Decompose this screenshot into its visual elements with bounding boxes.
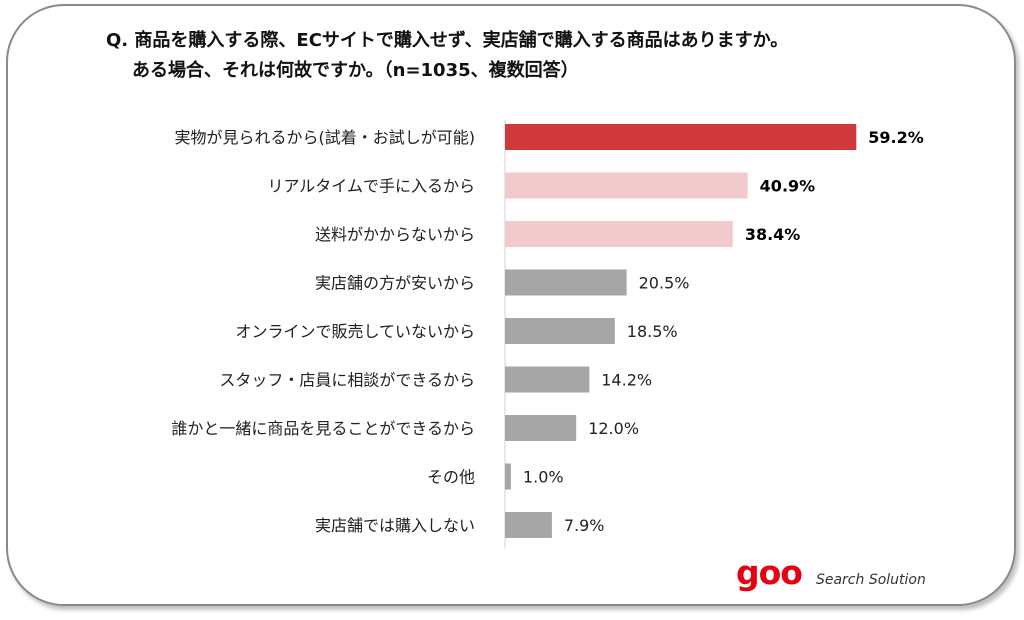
bar	[505, 366, 590, 393]
category-label: 実物が見られるから(試着・お試しが可能)	[175, 128, 476, 147]
logo-mark: goo	[736, 553, 803, 592]
category-label: その他	[427, 468, 475, 487]
category-label: 実店舗では購入しない	[315, 516, 475, 535]
value-label: 1.0%	[523, 468, 564, 487]
chart-title: Q. 商品を購入する際、ECサイトで購入せず、実店舗で購入する商品はありますか。…	[106, 26, 788, 86]
value-label: 7.9%	[564, 516, 605, 535]
bar	[505, 415, 577, 441]
bar	[505, 124, 857, 150]
category-label: スタッフ・店員に相談ができるから	[219, 371, 475, 390]
value-label: 12.0%	[588, 419, 639, 438]
value-label: 18.5%	[627, 322, 678, 341]
value-label: 59.2%	[868, 128, 924, 147]
category-label: リアルタイムで手に入るから	[267, 177, 475, 196]
category-label: 誰かと一緒に商品を見ることができるから	[171, 419, 475, 438]
category-label: オンラインで販売していないから	[235, 322, 475, 341]
bar	[505, 221, 733, 247]
bar	[505, 318, 615, 344]
title-line-1: Q. 商品を購入する際、ECサイトで購入せず、実店舗で購入する商品はありますか。	[106, 30, 789, 51]
category-label: 送料がかからないから	[315, 225, 475, 244]
category-label: 実店舗の方が安いから	[315, 274, 475, 293]
chart-card	[6, 4, 1016, 606]
logo-tagline: Search Solution	[815, 572, 926, 588]
title-line-2: ある場合、それは何故ですか。（n=1035、複数回答）	[132, 60, 579, 81]
value-label: 14.2%	[601, 371, 652, 390]
bar	[505, 463, 511, 490]
value-label: 38.4%	[745, 225, 801, 244]
bar	[505, 172, 748, 199]
bar	[505, 512, 552, 538]
goo-logo: goo Search Solution	[736, 556, 926, 589]
value-label: 20.5%	[639, 274, 690, 293]
value-label: 40.9%	[760, 177, 816, 196]
bar	[505, 269, 627, 296]
